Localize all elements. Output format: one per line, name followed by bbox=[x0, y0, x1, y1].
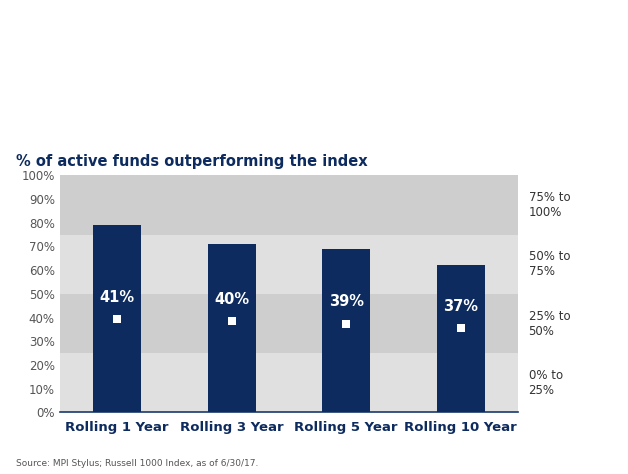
Bar bbox=[207, 244, 256, 412]
Text: 0% to
25%: 0% to 25% bbox=[529, 369, 563, 397]
Text: U.S. Large Blend category: U.S. Large Blend category bbox=[16, 92, 343, 112]
Bar bbox=[60, 353, 518, 412]
Text: 39%: 39% bbox=[328, 294, 364, 310]
Bar bbox=[60, 235, 518, 294]
Text: 40%: 40% bbox=[214, 292, 249, 307]
Text: 50% to
75%: 50% to 75% bbox=[529, 250, 570, 278]
Text: 41%: 41% bbox=[99, 290, 134, 305]
Bar bbox=[93, 225, 141, 412]
Text: % of active funds outperforming the index: % of active funds outperforming the inde… bbox=[16, 154, 367, 169]
Bar bbox=[322, 249, 371, 412]
Text: 37%: 37% bbox=[443, 299, 479, 314]
Text: 75% to
100%: 75% to 100% bbox=[529, 191, 570, 219]
Text: Propensity for outperformance:: Propensity for outperformance: bbox=[16, 36, 414, 55]
Bar bbox=[60, 175, 518, 235]
Bar bbox=[60, 294, 518, 353]
Text: Source: MPI Stylus; Russell 1000 Index, as of 6/30/17.: Source: MPI Stylus; Russell 1000 Index, … bbox=[16, 459, 258, 468]
Bar bbox=[436, 265, 485, 412]
Text: 25% to
50%: 25% to 50% bbox=[529, 310, 570, 337]
